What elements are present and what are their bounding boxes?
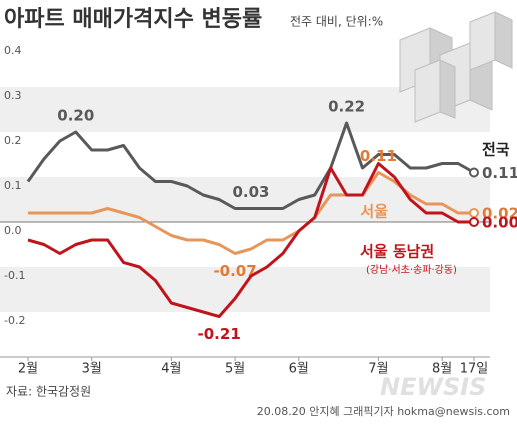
x-tick-label: 8월 xyxy=(432,362,452,377)
y-tick-label: 0.2 xyxy=(4,134,22,147)
y-tick-label: 0.3 xyxy=(4,89,22,102)
value-label: 0.02 xyxy=(482,205,517,223)
annotation: (강남·서초·송파·강동) xyxy=(366,264,457,276)
band xyxy=(0,87,490,132)
credit: 20.08.20 안지혜 그래픽기자 hokma@newsis.com xyxy=(257,405,510,418)
end-point xyxy=(469,167,479,178)
x-tick-label: 17일 xyxy=(460,362,489,377)
value-label: -0.21 xyxy=(198,325,241,343)
chart-subtitle: 전주 대비, 단위:% xyxy=(290,15,383,29)
buildings-icon xyxy=(399,11,513,123)
x-tick-label: 5월 xyxy=(225,362,245,377)
series-name: 서울 동남권 xyxy=(360,243,434,261)
y-tick-label: 0.0 xyxy=(4,224,22,237)
series-name: 서울 xyxy=(360,203,388,221)
chart-title: 아파트 매매가격지수 변동률 xyxy=(4,7,262,32)
value-label: 0.11 xyxy=(482,164,517,182)
x-tick-label: 4월 xyxy=(161,362,181,377)
y-tick-label: -0.1 xyxy=(4,269,25,282)
y-tick-label: 0.1 xyxy=(4,179,22,192)
x-tick-label: 2월 xyxy=(18,362,38,377)
series-line xyxy=(26,121,475,210)
value-label: 0.11 xyxy=(360,147,397,165)
end-point xyxy=(469,208,479,218)
value-label: 0.22 xyxy=(328,98,365,116)
x-tick-label: 6월 xyxy=(289,362,309,377)
band xyxy=(0,267,490,312)
y-tick-label: 0.4 xyxy=(4,44,22,57)
watermark: NEWSIS xyxy=(380,373,486,401)
end-point xyxy=(469,217,479,227)
x-tick-label: 7월 xyxy=(368,362,388,377)
series-line xyxy=(27,162,474,318)
x-tick-label: 3월 xyxy=(82,362,102,377)
value-label: 0.03 xyxy=(232,183,269,201)
y-tick-label: -0.2 xyxy=(4,314,25,327)
value-label: -0.07 xyxy=(213,262,256,280)
source: 자료: 한국감정원 xyxy=(6,385,91,399)
series-name: 전국 xyxy=(482,141,510,159)
value-label: 0.00 xyxy=(482,214,517,232)
value-label: 0.20 xyxy=(57,107,94,125)
